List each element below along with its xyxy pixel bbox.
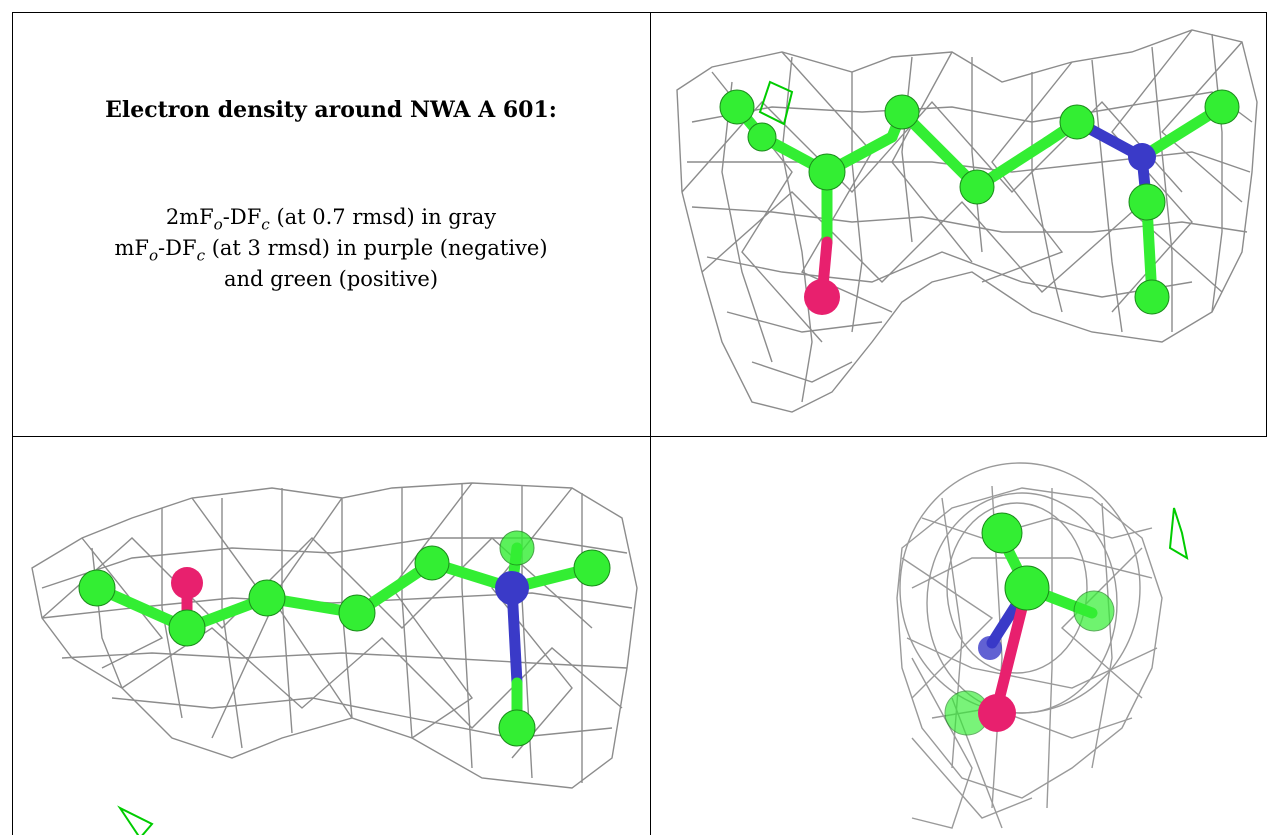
- table-border-top: [12, 12, 1267, 13]
- molecule-model: [78, 530, 611, 747]
- carbon-atom: [884, 94, 920, 130]
- carbon-atom: [1128, 183, 1166, 221]
- subscript-o: o: [213, 215, 223, 234]
- legend-text: mF: [114, 236, 149, 260]
- figure-grid: Electron density around NWA A 601: 2mFo-…: [12, 12, 1267, 835]
- carbon-atom: [719, 89, 755, 125]
- electron-density-mesh: [31, 482, 638, 789]
- row-divider: [12, 436, 1267, 437]
- nitrogen-atom: [978, 636, 1002, 660]
- electron-density-mesh: [676, 29, 1258, 413]
- electron-density-mesh: [896, 462, 1163, 829]
- subscript-c: c: [196, 246, 206, 265]
- positive-difference-density: [758, 80, 794, 126]
- carbon-atom: [573, 549, 611, 587]
- legend-text: (at 0.7 rmsd) in gray: [269, 205, 497, 229]
- table-border-left: [12, 12, 13, 835]
- carbon-atom: [1004, 565, 1050, 611]
- legend-line-colors: and green (positive): [223, 267, 439, 291]
- legend-line-2fo: 2mFo-DFc (at 0.7 rmsd) in gray: [12, 205, 650, 233]
- positive-difference-density: [1168, 507, 1189, 560]
- density-svg-bottom-right: [896, 462, 1189, 829]
- carbon-atom: [499, 530, 535, 566]
- carbon-atom: [959, 169, 995, 205]
- density-svg-bottom-left: [31, 482, 638, 835]
- carbon-atom: [1204, 89, 1240, 125]
- legend-text: 2mF: [165, 205, 214, 229]
- carbon-atom: [1073, 590, 1115, 632]
- molecule-model: [944, 512, 1115, 736]
- carbon-atom: [1134, 279, 1170, 315]
- carbon-atom: [498, 709, 536, 747]
- carbon-atom: [747, 122, 777, 152]
- legend-text: (at 3 rmsd) in purple (negative): [205, 236, 548, 260]
- carbon-atom: [338, 594, 376, 632]
- column-divider: [650, 12, 651, 835]
- density-view-bottom-left: [12, 438, 650, 835]
- caption-cell: Electron density around NWA A 601: 2mFo-…: [12, 12, 650, 436]
- carbon-atom: [168, 609, 206, 647]
- legend-line-fo: mFo-DFc (at 3 rmsd) in purple (negative): [12, 236, 650, 264]
- nitrogen-atom: [1128, 143, 1156, 171]
- carbon-atom: [808, 153, 846, 191]
- legend-text: -DF: [158, 236, 197, 260]
- carbon-atom: [248, 579, 286, 617]
- subscript-c: c: [261, 215, 270, 234]
- carbon-atom: [981, 512, 1023, 554]
- nitrogen-atom: [495, 571, 529, 605]
- oxygen-atom: [171, 567, 203, 599]
- carbon-atom: [414, 545, 450, 581]
- figure-title: Electron density around NWA A 601:: [105, 97, 557, 123]
- carbon-atom: [1059, 104, 1095, 140]
- legend-text: -DF: [222, 205, 262, 229]
- density-svg-top-right: [676, 29, 1258, 413]
- carbon-atom: [78, 569, 116, 607]
- density-view-top-right: [652, 12, 1267, 436]
- table-border-right: [1266, 12, 1267, 436]
- density-view-bottom-right: [652, 438, 1267, 835]
- subscript-o: o: [148, 246, 159, 265]
- positive-difference-density: [117, 805, 154, 835]
- molecule-model: [719, 89, 1240, 315]
- oxygen-atom: [978, 694, 1016, 732]
- oxygen-atom: [804, 279, 840, 315]
